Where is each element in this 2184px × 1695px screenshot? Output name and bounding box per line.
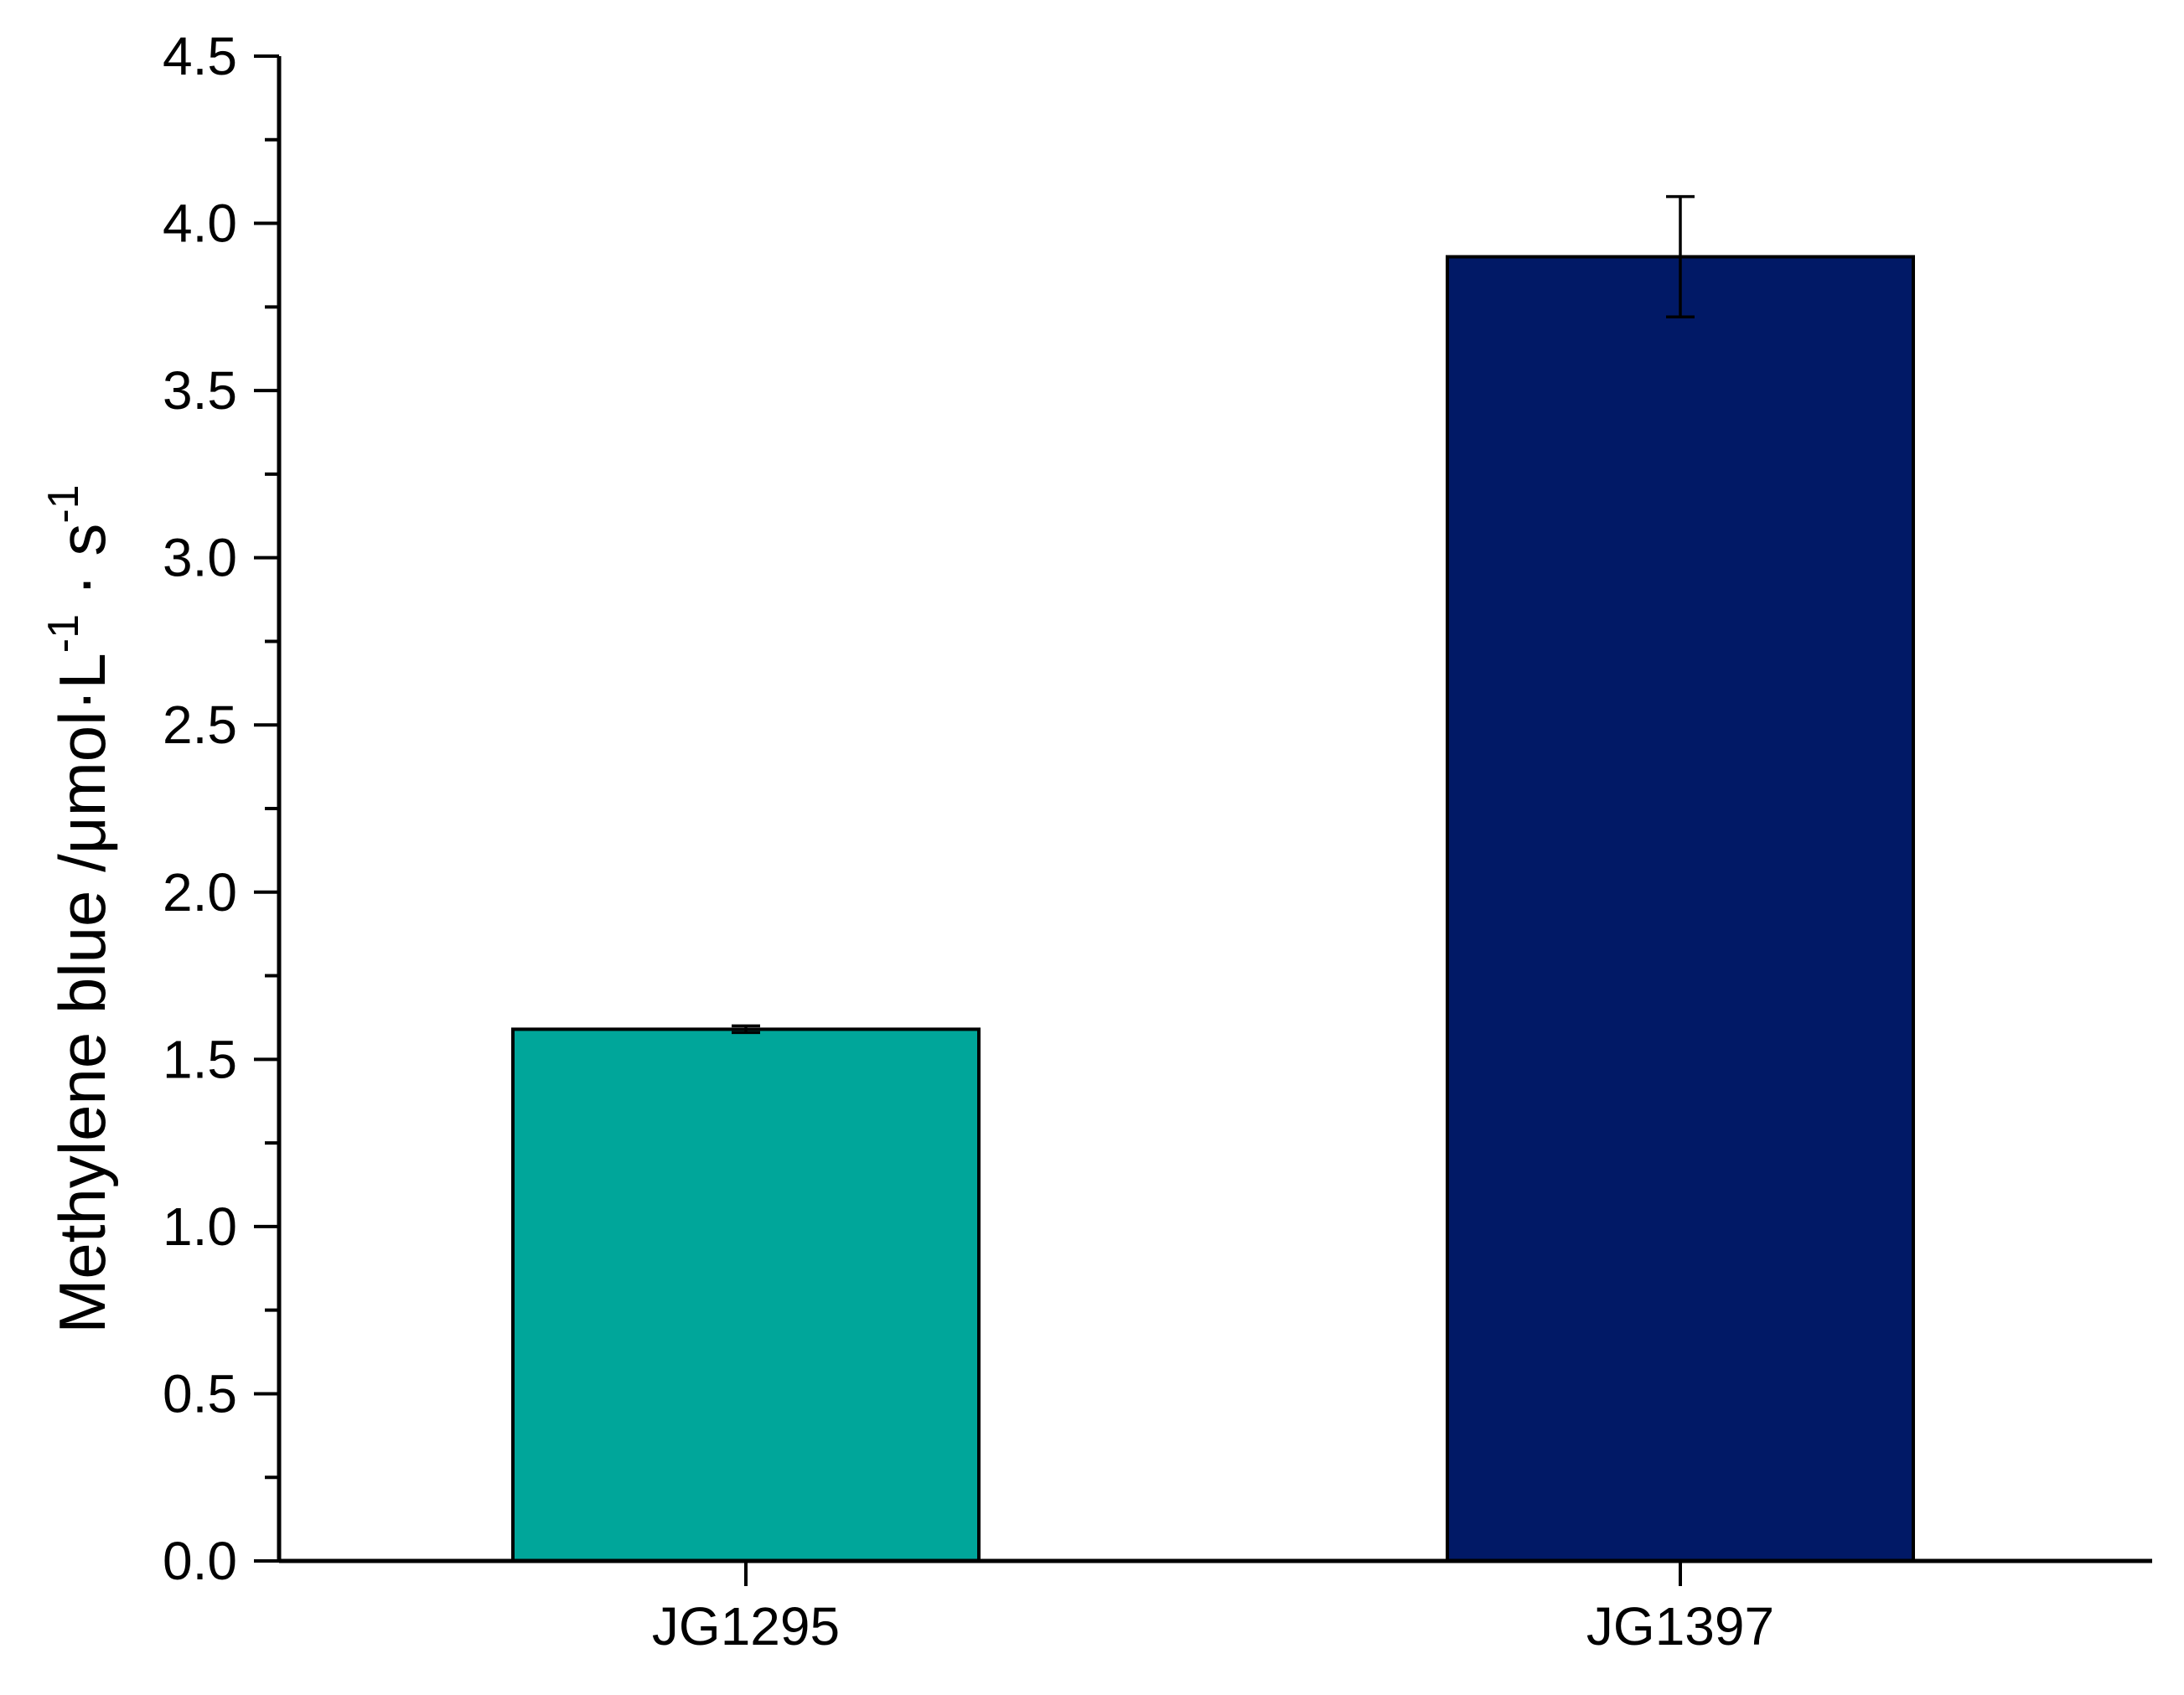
error-bar-jg1397 xyxy=(1666,194,1695,319)
y-tick-label: 1.0 xyxy=(163,1196,237,1257)
y-tick-label: 3.5 xyxy=(163,360,237,421)
y-tick-label: 4.5 xyxy=(163,26,237,86)
x-tick-label-jg1295: JG1295 xyxy=(652,1596,840,1656)
bar-jg1295 xyxy=(511,1027,981,1563)
y-axis-title-exponent-2: -1 xyxy=(39,484,88,523)
y-axis-title-exponent-1: -1 xyxy=(39,614,88,653)
y-tick-label: 0.5 xyxy=(163,1363,237,1424)
y-tick-label: 3.0 xyxy=(163,528,237,588)
bars-layer xyxy=(511,255,1915,1563)
bar-jg1397 xyxy=(1446,255,1915,1563)
x-tick-label-jg1397: JG1397 xyxy=(1586,1596,1774,1656)
y-tick-label: 1.5 xyxy=(163,1029,237,1089)
y-tick-label: 0.0 xyxy=(163,1531,237,1591)
y-axis-title: Methylene blue /μmol·L-1 · s-1 xyxy=(39,484,119,1333)
error-bars-layer xyxy=(732,194,1695,1035)
error-bar-jg1295 xyxy=(732,1024,760,1035)
ticks-layer: 0.0 0.5 1.0 1.5 2.0 2.5 3.0 3.5 4.0 4.5 JG1295 JG13… xyxy=(163,26,1774,1656)
y-tick-label: 2.5 xyxy=(163,695,237,755)
y-axis-title-main: Methylene blue /μmol·L xyxy=(45,653,119,1333)
y-tick-label: 4.0 xyxy=(163,194,237,254)
y-tick-label: 2.0 xyxy=(163,862,237,922)
y-axis-title-mid: · s xyxy=(45,524,119,614)
